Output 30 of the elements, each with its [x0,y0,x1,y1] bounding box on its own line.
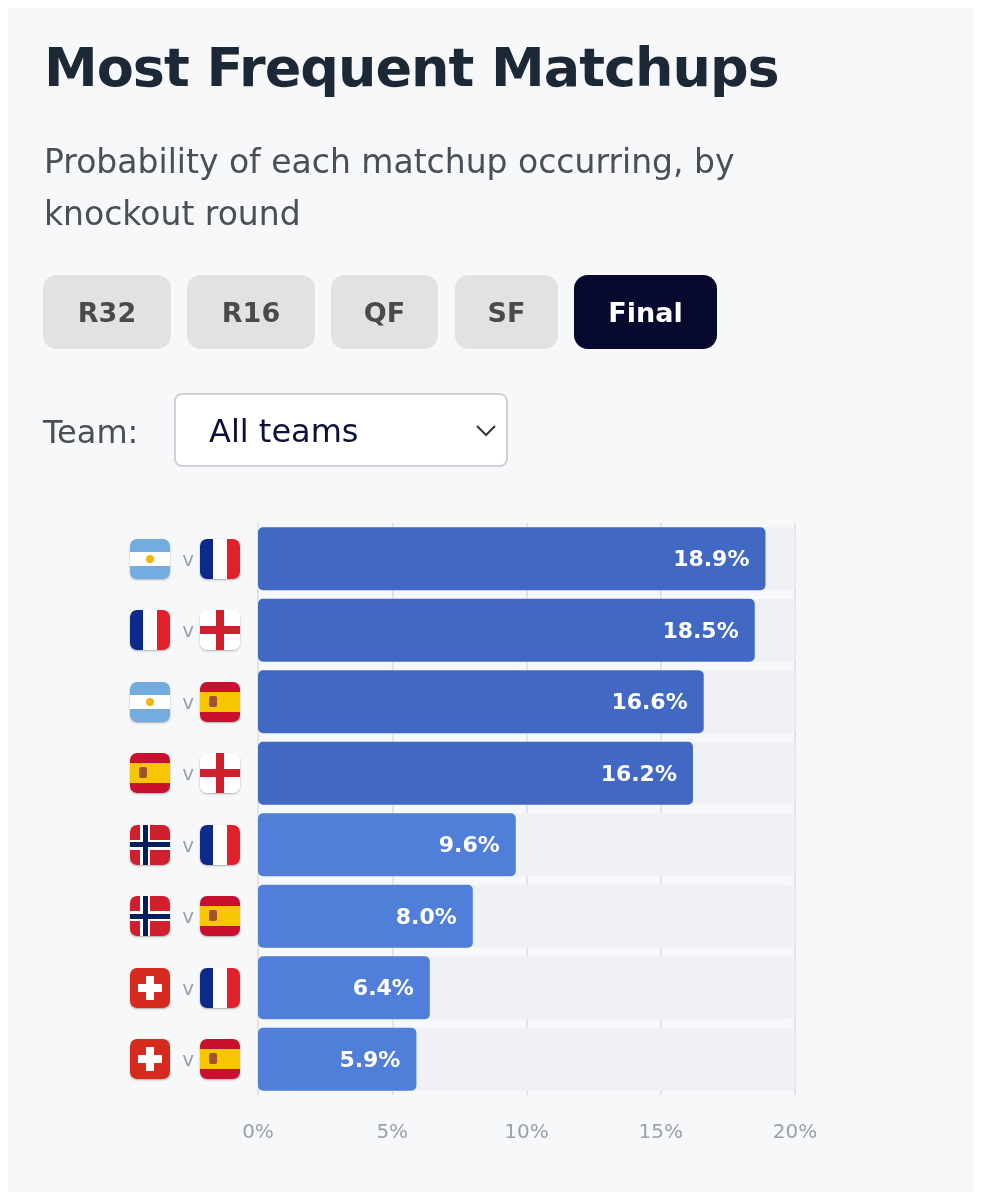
text: Final [574,275,717,349]
text: All teams [209,412,359,450]
text: SF [455,275,558,349]
x-tick-label: 10% [504,1119,549,1143]
data-label: 18.9% [673,546,750,572]
x-tick-label: 15% [638,1119,683,1143]
x-tick-label: 5% [376,1119,409,1143]
chart-title: Most Frequent Matchups [44,36,779,99]
y-tick-label: v [182,761,195,786]
data-label: 18.5% [662,617,739,643]
y-tick-label: v [182,975,195,1000]
text: R32 [43,275,171,349]
data-label: 6.4% [352,975,414,1001]
text: R16 [187,275,315,349]
data-label: 5.9% [339,1046,401,1072]
text: QF [331,275,438,349]
y-tick-label: v [182,689,195,714]
y-tick-label: v [182,546,195,571]
y-tick-label: v [182,904,195,929]
data-label: 16.6% [611,689,688,715]
y-tick-label: v [182,1047,195,1072]
data-label: 9.6% [438,832,500,858]
chart-subtitle: Probability of each matchup occurring, by knockout round [44,141,736,235]
x-tick-label: 20% [772,1119,818,1143]
x-tick-label: 0% [242,1119,274,1143]
data-label: 8.0% [395,903,457,929]
y-tick-label: v [182,618,195,643]
text: Team: [43,413,139,451]
data-label: 16.2% [600,760,677,786]
y-tick-label: v [182,832,195,857]
